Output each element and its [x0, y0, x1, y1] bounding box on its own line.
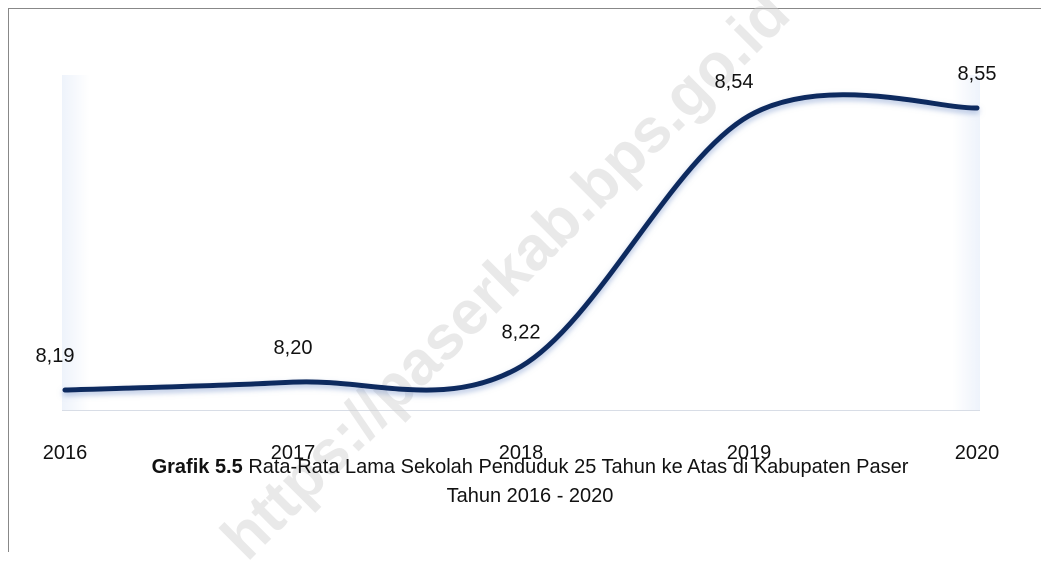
caption-line2: Tahun 2016 - 2020	[447, 485, 614, 507]
plot-area	[62, 75, 980, 410]
x-tick-label: 2016	[43, 442, 88, 464]
data-label: 8,19	[36, 345, 75, 367]
line	[62, 92, 980, 393]
data-label: 8,22	[502, 322, 541, 344]
data-label: 8,20	[274, 337, 313, 359]
caption-label: Grafik 5.5	[152, 456, 243, 478]
data-label: 8,55	[958, 63, 997, 85]
data-label: 8,54	[715, 71, 754, 93]
x-tick-label: 2019	[727, 442, 772, 464]
x-tick-label: 2017	[271, 442, 316, 464]
x-tick-label: 2018	[499, 442, 544, 464]
x-tick-label: 2020	[955, 442, 1000, 464]
caption-text: Rata-Rata Lama Sekolah Penduduk 25 Tahun…	[248, 456, 908, 478]
caption: Grafik 5.5 Rata-Rata Lama Sekolah Pendud…	[152, 456, 909, 478]
